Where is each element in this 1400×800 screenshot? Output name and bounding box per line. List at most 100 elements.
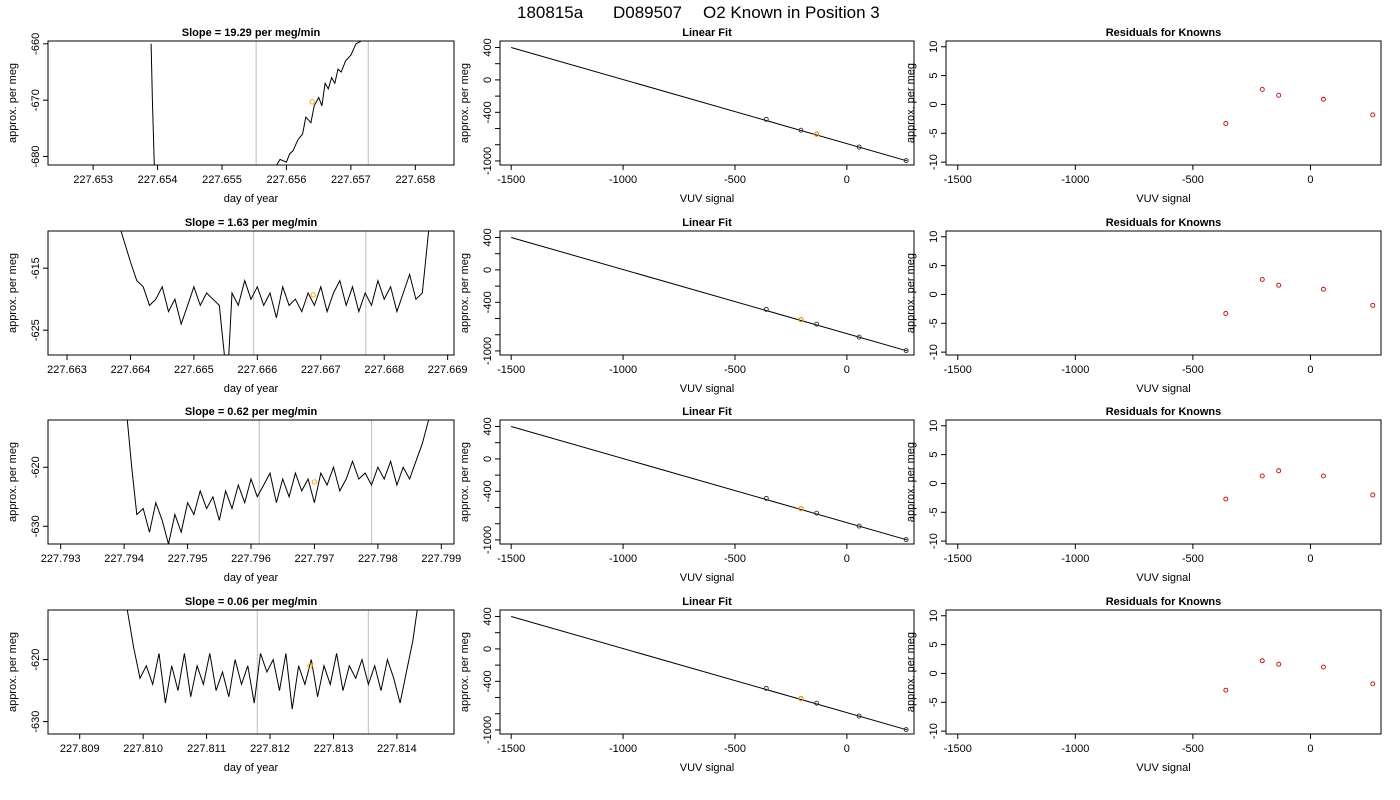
plot-frame <box>945 419 1382 545</box>
y-tick-label: 0 <box>928 670 940 676</box>
y-tick-label: 400 <box>482 417 494 435</box>
data-point <box>856 523 862 529</box>
y-tick-label: -400 <box>482 101 494 123</box>
panel-title: Slope = 19.29 per meg/min <box>182 27 321 39</box>
highlight-marker <box>813 131 820 137</box>
panel-2-1: Linear Fit VUV signal approx. per meg -1500… <box>459 406 915 584</box>
x-tick-label: -1500 <box>497 174 525 186</box>
x-axis-label: day of year <box>224 383 279 395</box>
plot-frame <box>499 609 915 735</box>
data-point <box>1320 96 1326 102</box>
plot-area <box>1223 276 1376 316</box>
y-tick-label: -660 <box>30 33 42 55</box>
x-tick-label: 0 <box>1307 553 1313 565</box>
data-point <box>1223 311 1229 316</box>
y-tick-label: -630 <box>30 515 42 537</box>
data-point <box>814 700 820 706</box>
x-tick-label: 227.656 <box>267 174 307 186</box>
plot-area <box>511 47 909 164</box>
x-tick-label: 227.653 <box>73 174 113 186</box>
x-tick-label: -1000 <box>609 553 637 565</box>
data-point <box>814 321 820 327</box>
y-tick-label: -1000 <box>482 526 494 554</box>
x-tick-label: 0 <box>844 364 850 376</box>
panel-title: Residuals for Knowns <box>1106 27 1222 39</box>
plot-area <box>1223 86 1376 126</box>
x-tick-label: 227.669 <box>428 364 468 376</box>
signal-trace <box>120 231 430 355</box>
x-tick-label: -1000 <box>609 364 637 376</box>
plot-area <box>1223 658 1376 693</box>
panel-2-0: Slope = 0.62 per meg/min day of year appro… <box>7 406 461 584</box>
y-tick-label: -615 <box>30 257 42 279</box>
panel-title: Linear Fit <box>682 406 732 418</box>
y-axis-label: approx. per meg <box>905 253 917 333</box>
data-point <box>1223 687 1229 693</box>
plot-frame <box>499 40 915 166</box>
panel-3-1: Linear Fit VUV signal approx. per meg -1500… <box>459 596 915 774</box>
y-tick-label: 0 <box>928 101 940 107</box>
header-description: O2 Known in Position 3 <box>703 3 880 22</box>
panel-1-2: Residuals for Knowns VUV signal approx. pe… <box>905 217 1382 395</box>
x-axis-label: VUV signal <box>1136 193 1190 205</box>
x-axis-label: VUV signal <box>1136 762 1190 774</box>
y-tick-label: 5 <box>928 73 940 79</box>
y-tick-label: -10 <box>928 723 940 739</box>
data-point <box>1223 121 1229 126</box>
y-axis-label: approx. per meg <box>7 63 19 143</box>
x-axis-label: day of year <box>224 193 279 205</box>
x-tick-label: 0 <box>1307 174 1313 186</box>
highlight-marker <box>798 695 804 702</box>
panel-1-0: Slope = 1.63 per meg/min day of year appro… <box>7 217 468 395</box>
plot-area <box>511 426 909 543</box>
data-point <box>1320 664 1326 670</box>
data-point <box>903 537 909 543</box>
panel-title: Slope = 1.63 per meg/min <box>185 217 318 229</box>
panel-3-2: Residuals for Knowns VUV signal approx. pe… <box>905 596 1382 774</box>
highlight-marker <box>798 316 804 323</box>
x-tick-label: -1000 <box>609 743 637 755</box>
x-tick-label: 227.665 <box>174 364 214 376</box>
plot-frame <box>47 40 455 166</box>
panel-title: Slope = 0.62 per meg/min <box>185 406 318 418</box>
panel-title: Residuals for Knowns <box>1106 596 1222 608</box>
x-tick-label: 227.654 <box>138 174 178 186</box>
y-tick-label: 400 <box>482 38 494 56</box>
y-tick-label: 400 <box>482 228 494 246</box>
plot-area <box>511 616 909 733</box>
y-tick-label: -5 <box>928 507 940 517</box>
fit-line <box>511 237 908 352</box>
x-axis-label: VUV signal <box>680 383 734 395</box>
data-point <box>1276 282 1282 288</box>
x-tick-label: 0 <box>844 743 850 755</box>
x-tick-label: -500 <box>724 743 746 755</box>
x-tick-label: 227.658 <box>395 174 435 186</box>
y-tick-label: -10 <box>928 533 940 549</box>
x-tick-label: 227.664 <box>111 364 151 376</box>
plot-area <box>120 231 430 355</box>
highlight-marker <box>311 479 318 485</box>
data-point <box>1259 276 1265 282</box>
plot-frame <box>47 419 455 545</box>
y-tick-label: -625 <box>30 319 42 341</box>
y-tick-label: 0 <box>482 456 494 462</box>
x-tick-label: -1500 <box>944 364 972 376</box>
panel-1-1: Linear Fit VUV signal approx. per meg -1500… <box>459 217 915 395</box>
x-tick-label: 227.814 <box>377 743 417 755</box>
data-point <box>1276 661 1282 667</box>
x-tick-label: 227.657 <box>331 174 371 186</box>
y-tick-label: 0 <box>482 77 494 83</box>
y-tick-label: -400 <box>482 670 494 692</box>
y-tick-label: -620 <box>30 456 42 478</box>
y-tick-label: -620 <box>30 649 42 671</box>
y-tick-label: -10 <box>928 154 940 170</box>
data-point <box>1259 86 1265 92</box>
x-tick-label: 227.796 <box>231 553 271 565</box>
x-axis-label: VUV signal <box>1136 572 1190 584</box>
panel-2-2: Residuals for Knowns VUV signal approx. pe… <box>905 406 1382 584</box>
x-tick-label: -1500 <box>497 364 525 376</box>
x-tick-label: -500 <box>724 553 746 565</box>
data-point <box>763 116 769 122</box>
y-tick-label: 10 <box>928 610 940 622</box>
y-axis-label: approx. per meg <box>7 253 19 333</box>
